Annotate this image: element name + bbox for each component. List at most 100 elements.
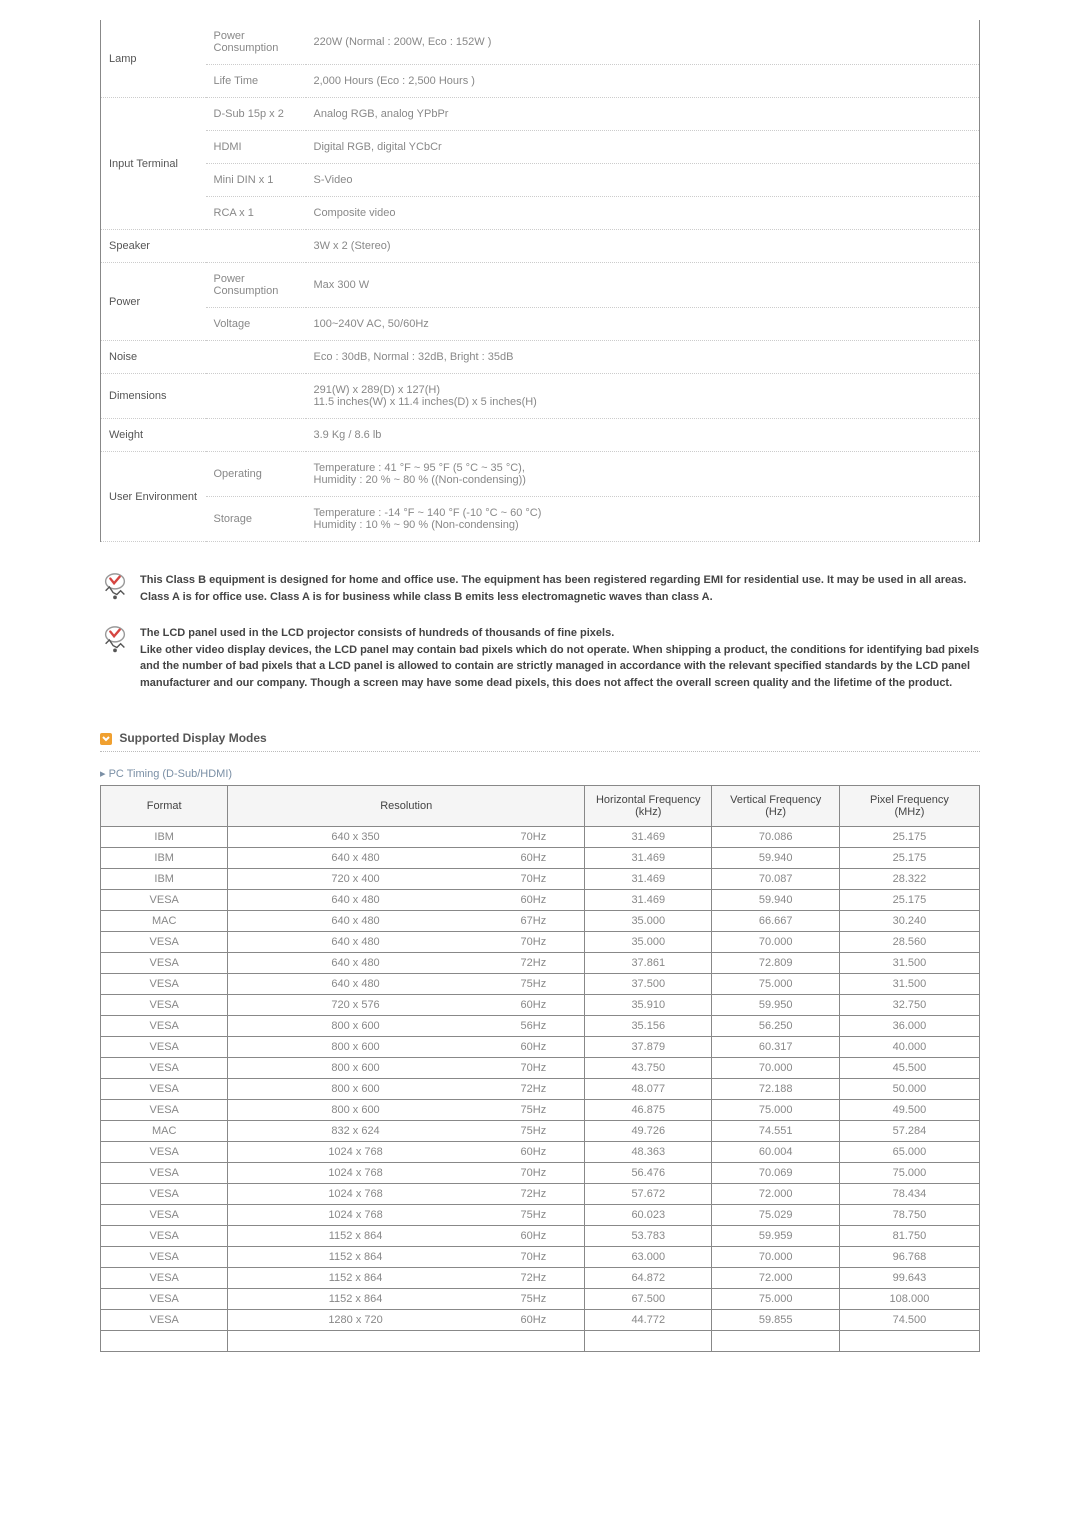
note-block: The LCD panel used in the LCD projector … bbox=[100, 625, 980, 691]
timing-cell: 800 x 600 bbox=[228, 1037, 483, 1058]
timing-cell: 1152 x 864 bbox=[228, 1268, 483, 1289]
timing-cell: IBM bbox=[101, 827, 228, 848]
timing-cell: 31.469 bbox=[585, 869, 712, 890]
timing-cell: 59.940 bbox=[712, 848, 839, 869]
timing-cell: 800 x 600 bbox=[228, 1100, 483, 1121]
spec-row: PowerPower ConsumptionMax 300 W bbox=[101, 263, 980, 308]
timing-cell: 640 x 480 bbox=[228, 911, 483, 932]
timing-cell: IBM bbox=[101, 848, 228, 869]
timing-cell: 108.000 bbox=[839, 1289, 979, 1310]
timing-cell: 46.875 bbox=[585, 1100, 712, 1121]
timing-header: Horizontal Frequency (kHz) bbox=[585, 786, 712, 827]
note-icon bbox=[100, 625, 140, 691]
timing-cell: 48.363 bbox=[585, 1142, 712, 1163]
timing-cell: MAC bbox=[101, 911, 228, 932]
timing-cell: 35.910 bbox=[585, 995, 712, 1016]
spec-subcategory bbox=[206, 230, 306, 263]
timing-cell: VESA bbox=[101, 974, 228, 995]
timing-row: VESA1152 x 86460Hz53.78359.95981.750 bbox=[101, 1226, 980, 1247]
timing-cell: 40.000 bbox=[839, 1037, 979, 1058]
timing-cell: 49.500 bbox=[839, 1100, 979, 1121]
timing-cell: 70Hz bbox=[483, 932, 585, 953]
note-text: The LCD panel used in the LCD projector … bbox=[140, 625, 980, 691]
timing-cell: 800 x 600 bbox=[228, 1079, 483, 1100]
spec-subcategory: Power Consumption bbox=[206, 263, 306, 308]
timing-cell: 800 x 600 bbox=[228, 1058, 483, 1079]
spec-subcategory: Storage bbox=[206, 497, 306, 542]
timing-cell bbox=[228, 1331, 483, 1352]
timing-cell: 56Hz bbox=[483, 1016, 585, 1037]
timing-cell: 70.000 bbox=[712, 1247, 839, 1268]
spec-value: 3.9 Kg / 8.6 lb bbox=[306, 419, 980, 452]
timing-cell: VESA bbox=[101, 1247, 228, 1268]
timing-cell: 72.000 bbox=[712, 1184, 839, 1205]
timing-cell: 1024 x 768 bbox=[228, 1163, 483, 1184]
timing-cell: VESA bbox=[101, 1100, 228, 1121]
timing-cell: 75Hz bbox=[483, 1289, 585, 1310]
spec-table: LampPower Consumption220W (Normal : 200W… bbox=[100, 20, 980, 542]
spec-category: Noise bbox=[101, 341, 206, 374]
timing-cell: 720 x 400 bbox=[228, 869, 483, 890]
timing-row: VESA1024 x 76860Hz48.36360.00465.000 bbox=[101, 1142, 980, 1163]
timing-row: VESA800 x 60072Hz48.07772.18850.000 bbox=[101, 1079, 980, 1100]
timing-cell: 53.783 bbox=[585, 1226, 712, 1247]
timing-cell: 75Hz bbox=[483, 1205, 585, 1226]
timing-row: MAC640 x 48067Hz35.00066.66730.240 bbox=[101, 911, 980, 932]
timing-cell: 60.023 bbox=[585, 1205, 712, 1226]
spec-row: NoiseEco : 30dB, Normal : 32dB, Bright :… bbox=[101, 341, 980, 374]
timing-row: VESA800 x 60075Hz46.87575.00049.500 bbox=[101, 1100, 980, 1121]
timing-cell: 45.500 bbox=[839, 1058, 979, 1079]
spec-category: Input Terminal bbox=[101, 98, 206, 230]
timing-cell: 25.175 bbox=[839, 848, 979, 869]
timing-cell: 72Hz bbox=[483, 1184, 585, 1205]
timing-cell: VESA bbox=[101, 1289, 228, 1310]
spec-category: Speaker bbox=[101, 230, 206, 263]
spec-value: Composite video bbox=[306, 197, 980, 230]
timing-row: VESA640 x 48060Hz31.46959.94025.175 bbox=[101, 890, 980, 911]
timing-cell: VESA bbox=[101, 995, 228, 1016]
timing-cell: VESA bbox=[101, 1037, 228, 1058]
timing-cell: 31.469 bbox=[585, 827, 712, 848]
timing-cell: 1024 x 768 bbox=[228, 1205, 483, 1226]
timing-cell: 59.855 bbox=[712, 1310, 839, 1331]
spec-row: Weight3.9 Kg / 8.6 lb bbox=[101, 419, 980, 452]
spec-value: 220W (Normal : 200W, Eco : 152W ) bbox=[306, 20, 980, 65]
timing-cell: 49.726 bbox=[585, 1121, 712, 1142]
timing-cell: 96.768 bbox=[839, 1247, 979, 1268]
spec-subcategory: HDMI bbox=[206, 131, 306, 164]
timing-cell bbox=[839, 1331, 979, 1352]
timing-cell: 28.560 bbox=[839, 932, 979, 953]
note-icon bbox=[100, 572, 140, 605]
spec-subcategory: Voltage bbox=[206, 308, 306, 341]
spec-subcategory: Operating bbox=[206, 452, 306, 497]
spec-value: 3W x 2 (Stereo) bbox=[306, 230, 980, 263]
timing-cell: 78.750 bbox=[839, 1205, 979, 1226]
timing-cell: 78.434 bbox=[839, 1184, 979, 1205]
timing-cell: 75.029 bbox=[712, 1205, 839, 1226]
section-title: Supported Display Modes bbox=[119, 731, 266, 745]
timing-cell: IBM bbox=[101, 869, 228, 890]
timing-cell: VESA bbox=[101, 1142, 228, 1163]
timing-cell: 81.750 bbox=[839, 1226, 979, 1247]
timing-cell: 75.000 bbox=[712, 974, 839, 995]
timing-cell: 25.175 bbox=[839, 827, 979, 848]
timing-cell: VESA bbox=[101, 890, 228, 911]
timing-row: VESA720 x 57660Hz35.91059.95032.750 bbox=[101, 995, 980, 1016]
timing-cell: 720 x 576 bbox=[228, 995, 483, 1016]
timing-cell: 70Hz bbox=[483, 1163, 585, 1184]
timing-cell: 35.156 bbox=[585, 1016, 712, 1037]
timing-row: VESA1280 x 72060Hz44.77259.85574.500 bbox=[101, 1310, 980, 1331]
timing-cell: 59.959 bbox=[712, 1226, 839, 1247]
timing-cell: 74.500 bbox=[839, 1310, 979, 1331]
spec-subcategory: Power Consumption bbox=[206, 20, 306, 65]
timing-cell: 57.672 bbox=[585, 1184, 712, 1205]
spec-row: HDMIDigital RGB, digital YCbCr bbox=[101, 131, 980, 164]
timing-row: VESA640 x 48072Hz37.86172.80931.500 bbox=[101, 953, 980, 974]
spec-category: Dimensions bbox=[101, 374, 206, 419]
spec-subcategory: Life Time bbox=[206, 65, 306, 98]
timing-row: VESA1152 x 86475Hz67.50075.000108.000 bbox=[101, 1289, 980, 1310]
spec-value: Temperature : -14 °F ~ 140 °F (-10 °C ~ … bbox=[306, 497, 980, 542]
timing-cell: 56.476 bbox=[585, 1163, 712, 1184]
timing-cell: 1024 x 768 bbox=[228, 1184, 483, 1205]
timing-row: VESA640 x 48075Hz37.50075.00031.500 bbox=[101, 974, 980, 995]
